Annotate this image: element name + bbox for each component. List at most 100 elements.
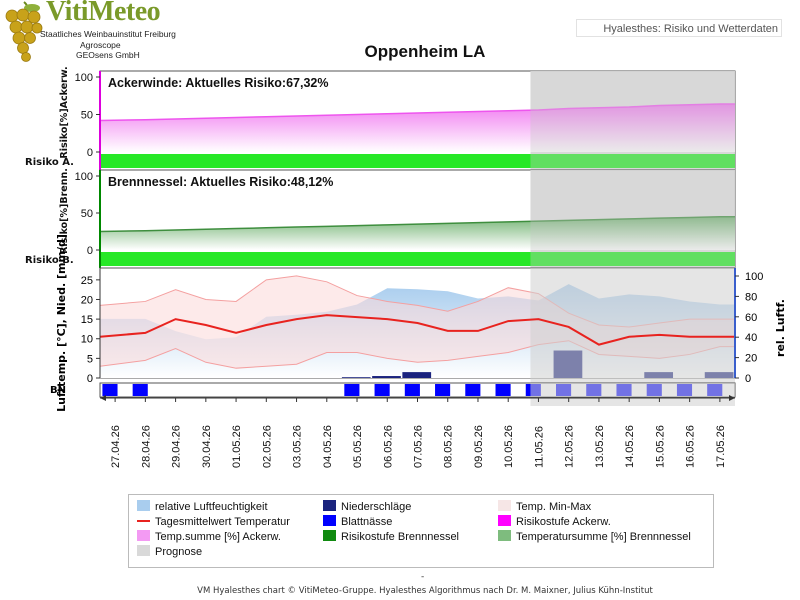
logo-line-institute: Staatliches Weinbauinstitut Freiburg xyxy=(40,29,176,39)
precipitation-bar xyxy=(402,372,432,378)
legend-label: Temp. Min-Max xyxy=(516,501,592,513)
x-tick-label: 06.05.26 xyxy=(382,425,394,468)
legend-label: relative Luftfeuchtigkeit xyxy=(155,501,268,513)
legend-item: Temp. Min-Max xyxy=(498,500,591,514)
precipitation-bar xyxy=(341,377,371,378)
leaf-wetness-bar xyxy=(495,384,511,396)
footer-dash: - xyxy=(421,572,425,582)
y-tick-label: 0 xyxy=(87,245,93,257)
leaf-wetness-bar xyxy=(435,384,451,396)
x-tick-label: 10.05.26 xyxy=(503,425,515,468)
panel-title: Ackerwinde: Aktuelles Risiko:67,32% xyxy=(108,76,328,90)
legend-item: Temp.summe [%] Ackerw. xyxy=(137,530,281,544)
x-tick-label: 16.05.26 xyxy=(685,425,697,468)
legend-item: relative Luftfeuchtigkeit xyxy=(137,500,268,514)
legend-swatch xyxy=(323,500,336,511)
y-tick-label-right: 60 xyxy=(745,312,757,324)
x-tick-label: 12.05.26 xyxy=(564,425,576,468)
temp-sum-line xyxy=(99,215,735,233)
risk-panel-0: 0 50 100 Ackerwinde: Aktuelles Risiko:67,32… xyxy=(25,66,736,171)
y-tick-label: 50 xyxy=(81,208,93,220)
y-tick-label: 0 xyxy=(87,147,93,159)
leaf-wetness-bar xyxy=(465,384,481,396)
logo-title: VitiMeteo xyxy=(46,0,161,27)
x-tick-label: 28.04.26 xyxy=(140,425,152,468)
x-tick-label: 27.04.26 xyxy=(110,425,122,468)
x-tick-label: 04.05.26 xyxy=(322,425,334,468)
leaf-wetness-bar xyxy=(102,384,118,396)
legend-label: Risikostufe Ackerw. xyxy=(516,516,611,528)
risk-panel-1: 0 50 100 Brennnessel: Aktuelles Risiko:48,1… xyxy=(25,168,736,269)
x-tick-label: 14.05.26 xyxy=(624,425,636,468)
x-tick-label: 02.05.26 xyxy=(261,425,273,468)
x-tick-label: 17.05.26 xyxy=(715,425,727,468)
x-tick-label: 08.05.26 xyxy=(443,425,455,468)
y-tick-label-right: 80 xyxy=(745,291,757,303)
temp-mean-line xyxy=(99,314,735,346)
legend-swatch xyxy=(498,515,511,526)
legend-swatch xyxy=(323,515,336,526)
legend-label: Blattnässe xyxy=(341,516,393,528)
logo-line-geosens: GEOsens GmbH xyxy=(76,50,140,60)
x-tick-label: 05.05.26 xyxy=(352,425,364,468)
temp-sum-line xyxy=(99,103,735,122)
legend-swatch xyxy=(323,530,336,541)
legend-swatch xyxy=(137,500,150,511)
panel-title: Brennnessel: Aktuelles Risiko:48,12% xyxy=(108,175,333,189)
x-tick-label: 15.05.26 xyxy=(654,425,666,468)
y-tick-label-right: 20 xyxy=(745,353,757,365)
leaf-wetness-bar xyxy=(374,384,390,396)
vitimeteo-logo: VitiMeteo Staatliches Weinbauinstitut Fr… xyxy=(0,0,190,62)
legend-label: Temperatursumme [%] Brennnessel xyxy=(516,531,691,543)
y-tick-label-left: 10 xyxy=(81,334,93,346)
leaf-wetness-label: BN xyxy=(50,385,66,396)
temp-sum-area xyxy=(100,216,735,250)
risk-row-label: Risiko B. xyxy=(25,255,74,266)
legend-swatch xyxy=(137,520,150,522)
x-tick-label: 09.05.26 xyxy=(473,425,485,468)
leaf-wetness-bar xyxy=(132,384,148,396)
leaf-wetness-bar xyxy=(404,384,420,396)
risk-level-bar xyxy=(100,154,735,168)
prognose-overlay xyxy=(530,170,735,268)
precipitation-bar xyxy=(372,376,401,378)
legend-label: Tagesmittelwert Temperatur xyxy=(155,516,290,528)
grape-icon xyxy=(5,1,43,62)
risk-level-bar xyxy=(100,252,735,266)
weather-panel: 0 5 10 15 20 25 0 20 40 60 80 100 Lufttemp. [°C], Ni… xyxy=(50,234,787,468)
legend-item: Prognose xyxy=(137,545,202,559)
y-tick-label: 100 xyxy=(75,72,93,84)
scroll-left-icon xyxy=(100,395,106,401)
app-title-box: Hyalesthes: Risiko und Wetterdaten xyxy=(576,19,782,37)
x-tick-label: 03.05.26 xyxy=(292,425,304,468)
temp-sum-area xyxy=(100,104,735,152)
legend-item: Tagesmittelwert Temperatur xyxy=(137,515,290,529)
y-axis-label-left: Lufttemp. [°C], Nied. [mm/d] xyxy=(55,234,68,412)
y-axis-label-right: rel. Luftf. xyxy=(774,299,787,357)
chart-legend: relative Luftfeuchtigkeit Niederschläge Te… xyxy=(128,494,714,568)
risk-row-label: Risiko A. xyxy=(25,157,74,168)
legend-label: Risikostufe Brennnessel xyxy=(341,531,460,543)
legend-label: Temp.summe [%] Ackerw. xyxy=(155,531,281,543)
y-axis-label: Risiko[%]Brenn. xyxy=(59,168,70,254)
y-tick-label: 100 xyxy=(75,171,93,183)
y-tick-label-left: 15 xyxy=(81,314,93,326)
y-tick-label-right: 40 xyxy=(745,332,757,344)
page-title: Oppenheim LA xyxy=(364,42,486,61)
legend-swatch xyxy=(498,530,511,541)
prognose-overlay xyxy=(530,71,735,170)
x-tick-label: 11.05.26 xyxy=(533,426,545,468)
leaf-wetness-bar xyxy=(344,384,360,396)
legend-item: Blattnässe xyxy=(323,515,392,529)
legend-item: Risikostufe Brennnessel xyxy=(323,530,459,544)
legend-item: Risikostufe Ackerw. xyxy=(498,515,611,529)
y-tick-label-left: 0 xyxy=(87,373,93,385)
legend-swatch xyxy=(498,500,511,511)
legend-label: Prognose xyxy=(155,546,203,558)
x-tick-label: 01.05.26 xyxy=(231,425,243,468)
y-axis-label: Risiko[%]Ackerw. xyxy=(59,66,70,158)
x-tick-label: 07.05.26 xyxy=(413,425,425,468)
y-tick-label-left: 25 xyxy=(81,275,93,287)
